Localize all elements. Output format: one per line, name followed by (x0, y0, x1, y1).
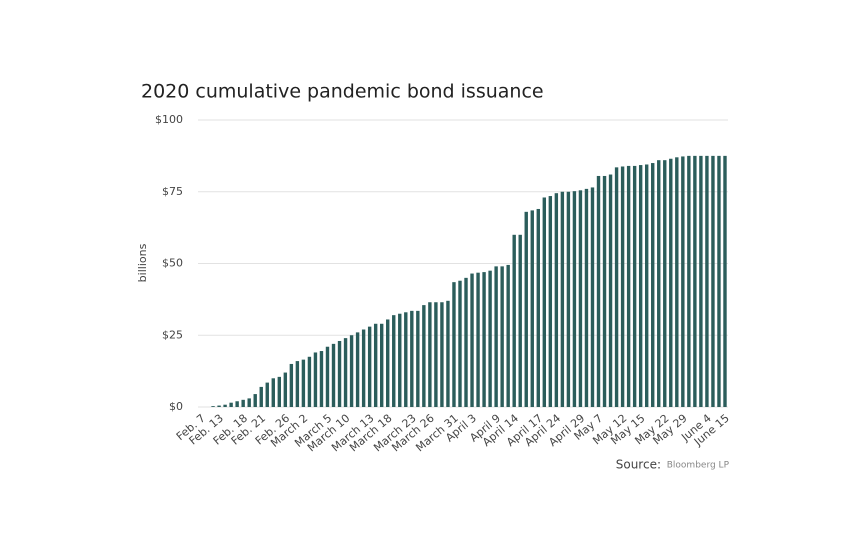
bar (373, 323, 378, 407)
bar (500, 266, 504, 407)
bar (229, 402, 233, 407)
bar (211, 406, 215, 407)
bar (687, 155, 691, 407)
bar (632, 165, 637, 407)
bar (337, 340, 342, 407)
bar (669, 158, 673, 407)
bar (319, 351, 324, 407)
bar (398, 313, 402, 407)
bar (349, 335, 354, 407)
bar (235, 401, 239, 407)
bar (464, 277, 468, 407)
source-label: Source: (616, 458, 661, 472)
bar (675, 157, 679, 407)
bar (452, 282, 456, 407)
bar (578, 190, 583, 407)
bar (536, 208, 540, 407)
bar (331, 343, 336, 407)
bar (458, 280, 462, 407)
bar (663, 160, 667, 407)
bar (711, 155, 715, 407)
bar (428, 302, 432, 407)
bar (596, 175, 601, 407)
bar (560, 191, 565, 407)
bar (626, 165, 631, 407)
bar (566, 191, 571, 407)
bar (638, 165, 643, 407)
bar (265, 382, 269, 407)
bar (355, 332, 360, 407)
bar (253, 394, 257, 407)
bar (367, 326, 372, 407)
bar (277, 376, 282, 407)
bar (620, 166, 625, 407)
bar (488, 270, 492, 407)
bar (608, 174, 613, 407)
bar (512, 234, 516, 407)
bar (289, 363, 294, 407)
bar (542, 197, 547, 407)
bar (404, 312, 408, 407)
bar (271, 378, 275, 407)
bar (325, 346, 330, 407)
bar (283, 372, 288, 407)
bar (518, 234, 522, 407)
bar (343, 338, 348, 407)
bar (217, 405, 221, 407)
chart-title: 2020 cumulative pandemic bond issuance (141, 81, 544, 103)
y-tick-label: $0 (169, 400, 183, 413)
bar (259, 386, 263, 407)
bar (572, 191, 577, 407)
bar (705, 155, 709, 407)
bar (392, 315, 396, 407)
bar (717, 155, 721, 407)
bar (506, 264, 510, 407)
bar (361, 329, 366, 407)
y-axis-label: billions (136, 243, 149, 282)
bar (554, 193, 559, 407)
bar (681, 156, 685, 407)
bar (307, 356, 312, 407)
bar (301, 359, 306, 407)
y-tick-label: $50 (162, 257, 183, 270)
y-tick-label: $75 (162, 185, 183, 198)
bar (379, 323, 384, 407)
bar (422, 305, 426, 407)
bar (295, 361, 300, 407)
bar (614, 167, 619, 407)
bar (386, 319, 390, 407)
bar (699, 155, 703, 407)
bar (548, 196, 553, 407)
bar (494, 266, 498, 407)
source: Bloomberg LP (667, 461, 730, 471)
bar (482, 272, 486, 407)
bar (657, 160, 661, 407)
bar (693, 155, 697, 407)
bar (644, 164, 649, 407)
bar (476, 272, 480, 407)
bar (446, 300, 450, 407)
bar (434, 302, 438, 407)
bar (416, 310, 420, 407)
bar (530, 210, 534, 407)
bar (651, 163, 655, 407)
bar (247, 398, 251, 407)
bar (410, 310, 414, 407)
bar (313, 352, 318, 407)
bar (584, 188, 589, 407)
bar (723, 155, 727, 407)
bar (524, 211, 528, 407)
bar (223, 404, 227, 407)
y-tick-label: $100 (155, 113, 183, 126)
bar (602, 175, 607, 407)
y-tick-label: $25 (162, 328, 183, 341)
bar (590, 187, 595, 407)
bar (440, 302, 444, 407)
bar (470, 273, 474, 407)
bar (241, 399, 245, 407)
